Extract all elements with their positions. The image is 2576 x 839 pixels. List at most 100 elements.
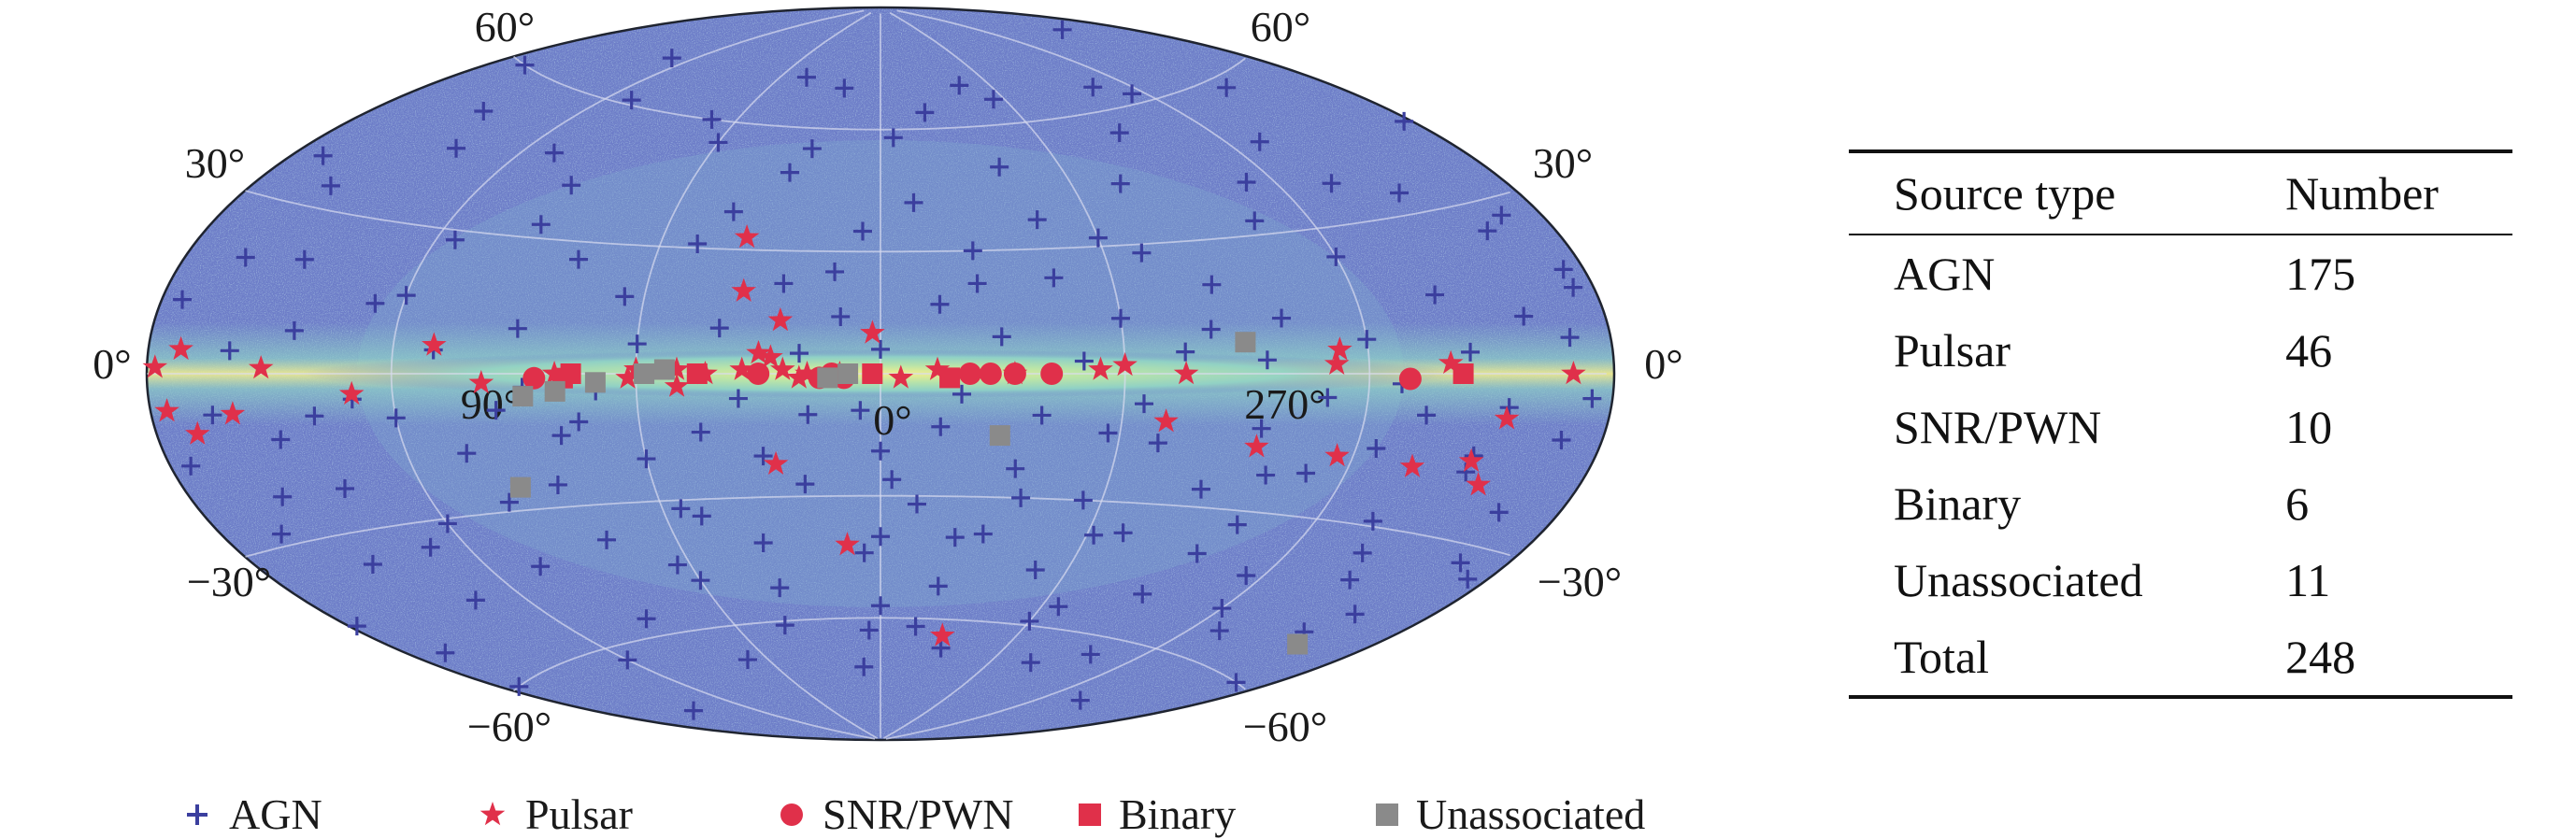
agn-marker bbox=[465, 590, 485, 610]
lat-label-right-minus30: −30° bbox=[1538, 558, 1622, 605]
agn-marker bbox=[883, 128, 903, 148]
agn-marker bbox=[691, 422, 710, 442]
source-count-table: Source type Number AGN 175 Pulsar 46 SNR… bbox=[1849, 149, 2512, 699]
agn-marker bbox=[1135, 394, 1153, 414]
agn-marker bbox=[551, 426, 571, 446]
agn-marker bbox=[692, 506, 711, 526]
lon-label-90: 90° bbox=[461, 380, 521, 428]
agn-marker bbox=[906, 617, 925, 636]
agn-marker bbox=[1080, 645, 1100, 664]
agn-marker bbox=[1148, 434, 1167, 453]
table-cell-type: SNR/PWN bbox=[1894, 401, 2102, 453]
lat-label-left-0: 0° bbox=[93, 340, 131, 388]
table-cell-number: 6 bbox=[2285, 477, 2310, 530]
table-cell-type: Total bbox=[1849, 619, 2281, 699]
agn-marker bbox=[637, 449, 656, 469]
agn-marker bbox=[753, 447, 773, 466]
agn-marker bbox=[1123, 84, 1142, 104]
agn-marker bbox=[1020, 611, 1039, 631]
agn-marker bbox=[1226, 673, 1246, 692]
agn-marker bbox=[1582, 389, 1602, 408]
agn-marker bbox=[313, 146, 333, 165]
agn-marker bbox=[691, 571, 710, 590]
agn-marker bbox=[907, 494, 926, 514]
agn-marker bbox=[662, 49, 681, 68]
agn-marker bbox=[236, 248, 255, 267]
agn-marker bbox=[1478, 221, 1497, 241]
gridline bbox=[390, 9, 876, 740]
agn-marker bbox=[753, 533, 773, 552]
snr-pwn-marker bbox=[958, 363, 981, 385]
agn-marker bbox=[1083, 78, 1103, 97]
legend-item-agn: AGN bbox=[187, 790, 322, 838]
snr-pwn-marker bbox=[979, 363, 1002, 385]
agn-marker bbox=[474, 101, 494, 121]
agn-marker bbox=[294, 249, 314, 269]
agn-marker bbox=[1252, 419, 1271, 438]
agn-marker bbox=[1209, 621, 1229, 641]
agn-marker bbox=[1011, 488, 1031, 507]
agn-marker bbox=[1564, 277, 1583, 297]
agn-marker bbox=[220, 341, 239, 361]
agn-marker bbox=[1237, 565, 1256, 585]
unassociated-marker bbox=[584, 372, 606, 393]
legend-label-snr-pwn: SNR/PWN bbox=[823, 790, 1013, 838]
agn-marker bbox=[569, 412, 589, 432]
agn-marker bbox=[930, 294, 950, 314]
table-header-source-type: Source type bbox=[1849, 149, 2281, 235]
agn-marker bbox=[627, 334, 647, 354]
agn-marker bbox=[1345, 604, 1365, 624]
snr-pwn-marker bbox=[1003, 363, 1026, 385]
agn-marker bbox=[386, 408, 406, 428]
agn-marker bbox=[1049, 597, 1068, 617]
agn-marker bbox=[1098, 423, 1118, 443]
unassociated-marker bbox=[544, 380, 565, 402]
agn-marker bbox=[447, 138, 466, 158]
agn-marker bbox=[1390, 183, 1409, 203]
agn-marker bbox=[396, 286, 416, 306]
agn-marker bbox=[544, 143, 564, 163]
lat-label-left-minus30: −30° bbox=[187, 558, 271, 605]
sky-map-chart: 60° 60° 30° 30° 0° 0° −30° −30° −60° −60… bbox=[93, 3, 1682, 838]
axis-labels: 60° 60° 30° 30° 0° 0° −30° −30° −60° −60… bbox=[93, 3, 1682, 750]
table-row: AGN 175 bbox=[1849, 235, 2512, 312]
agn-marker bbox=[1326, 247, 1346, 266]
agn-marker bbox=[1367, 438, 1386, 458]
snr-pwn-marker bbox=[1398, 367, 1422, 391]
agn-marker bbox=[667, 555, 687, 575]
unassociated-marker bbox=[653, 359, 675, 380]
agn-marker bbox=[1070, 690, 1090, 710]
agn-marker bbox=[702, 109, 722, 129]
agn-marker bbox=[950, 76, 969, 95]
table-cell-type: Pulsar bbox=[1894, 324, 2011, 377]
agn-marker bbox=[1245, 211, 1265, 231]
agn-marker bbox=[683, 701, 703, 720]
agn-marker bbox=[1201, 320, 1221, 339]
plus-marker-icon bbox=[187, 804, 208, 825]
agn-marker bbox=[1110, 308, 1130, 328]
agn-marker bbox=[173, 290, 193, 309]
table-cell-number: 10 bbox=[2285, 401, 2333, 453]
agn-marker bbox=[568, 249, 588, 269]
lat-label-left-30: 30° bbox=[185, 139, 245, 187]
agn-marker bbox=[1296, 463, 1316, 483]
agn-marker bbox=[1027, 210, 1047, 230]
agn-marker bbox=[723, 202, 743, 221]
agn-marker bbox=[1074, 351, 1094, 371]
agn-marker bbox=[284, 320, 304, 340]
agn-marker bbox=[851, 401, 870, 420]
agn-marker bbox=[708, 133, 728, 152]
agn-marker bbox=[1132, 243, 1152, 263]
agn-marker bbox=[928, 576, 948, 596]
agn-marker bbox=[1052, 20, 1072, 39]
agn-marker bbox=[992, 327, 1011, 347]
gridline bbox=[885, 9, 1371, 740]
agn-marker bbox=[365, 293, 385, 313]
agn-marker bbox=[1073, 491, 1093, 510]
legend-label-binary: Binary bbox=[1119, 790, 1236, 838]
agn-marker bbox=[825, 262, 845, 281]
agn-marker bbox=[871, 339, 890, 359]
agn-marker bbox=[271, 430, 291, 449]
unassociated-marker bbox=[817, 367, 838, 389]
legend-item-binary: Binary bbox=[1079, 790, 1236, 838]
